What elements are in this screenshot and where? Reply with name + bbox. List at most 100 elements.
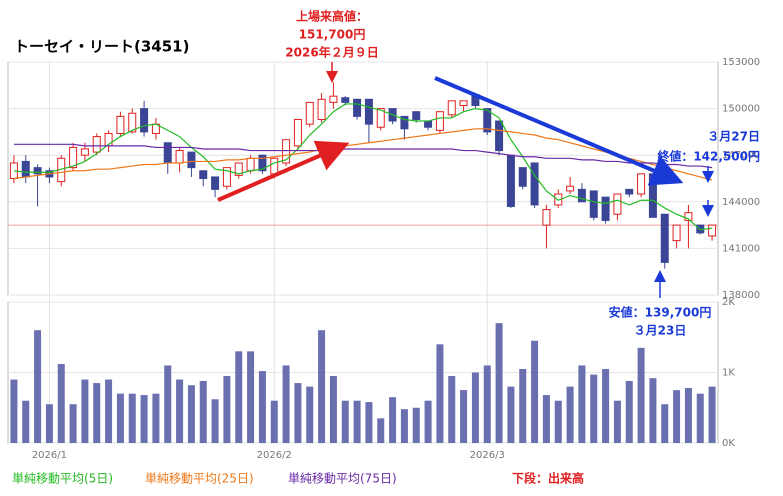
volume-bar bbox=[661, 404, 669, 443]
candle-body bbox=[317, 98, 326, 120]
candle-body bbox=[175, 150, 184, 164]
candle-body bbox=[92, 136, 101, 153]
volume-bar bbox=[128, 393, 136, 443]
candle-body bbox=[69, 146, 78, 169]
volume-bar bbox=[187, 385, 195, 443]
volume-bar bbox=[649, 378, 657, 443]
candle-body bbox=[483, 108, 492, 133]
candle-body bbox=[234, 162, 243, 176]
candle-body bbox=[80, 148, 89, 156]
candle-body bbox=[222, 167, 231, 187]
volume-bar bbox=[436, 344, 444, 443]
volume-bar bbox=[590, 374, 598, 443]
volume-bar bbox=[93, 383, 101, 443]
y-tick-label: 144000 bbox=[722, 197, 760, 208]
candle-body bbox=[625, 188, 634, 195]
volume-bar bbox=[81, 379, 89, 443]
y-tick-label: 138000 bbox=[722, 290, 760, 301]
annotation: 終値：142,500円 bbox=[657, 149, 760, 164]
candle-body bbox=[435, 111, 444, 131]
volume-bar bbox=[578, 365, 586, 443]
volume-bar bbox=[176, 379, 184, 443]
volume-bar bbox=[507, 386, 515, 443]
candle-body bbox=[447, 100, 456, 116]
annotation: 151,700円 bbox=[299, 28, 366, 42]
y-tick-label: 141000 bbox=[722, 243, 760, 254]
candle-body bbox=[33, 167, 42, 175]
volume-bar bbox=[258, 371, 266, 443]
annotation: ３月23日 bbox=[634, 324, 687, 338]
volume-bar bbox=[341, 400, 349, 443]
volume-bar bbox=[531, 340, 539, 443]
volume-bar bbox=[69, 404, 77, 443]
chart-title: トーセイ・リート(3451) bbox=[14, 38, 189, 56]
trend-arrow-down bbox=[434, 76, 684, 186]
volume-label: 下段：出来高 bbox=[512, 471, 584, 486]
candle-body bbox=[459, 100, 468, 106]
candle-body bbox=[211, 176, 220, 190]
x-tick-label: 2026/3 bbox=[470, 450, 505, 461]
volume-bar bbox=[10, 379, 18, 443]
volume-bar bbox=[412, 407, 420, 443]
volume-bar bbox=[57, 364, 65, 443]
volume-bar bbox=[495, 323, 503, 443]
volume-bar bbox=[554, 400, 562, 443]
y-tick-label: 153000 bbox=[722, 57, 760, 68]
candle-body bbox=[506, 154, 515, 207]
volume-bar bbox=[22, 400, 30, 443]
candle-body bbox=[530, 162, 539, 206]
y-tick-label: 150000 bbox=[722, 104, 760, 115]
moving-average-line bbox=[13, 128, 713, 181]
candle-body bbox=[329, 95, 338, 103]
candle-body bbox=[424, 120, 433, 128]
volume-bar bbox=[45, 404, 53, 443]
volume-bar bbox=[223, 376, 231, 443]
candle-body bbox=[187, 151, 196, 169]
volume-bar bbox=[247, 351, 255, 443]
volume-bar bbox=[625, 380, 633, 443]
candle-body bbox=[495, 120, 504, 152]
volume-bar bbox=[519, 368, 527, 443]
volume-bar bbox=[329, 376, 337, 443]
volume-bar bbox=[448, 376, 456, 443]
volume-bar bbox=[353, 400, 361, 443]
volume-bar bbox=[164, 365, 172, 443]
annotation: ３月27日 bbox=[707, 130, 760, 144]
candle-body bbox=[163, 142, 172, 164]
candle-body bbox=[708, 224, 717, 237]
price-panel bbox=[7, 61, 719, 296]
volume-bar bbox=[460, 390, 468, 443]
volume-bar bbox=[211, 399, 219, 443]
candle-body bbox=[305, 101, 314, 125]
volume-bar bbox=[708, 386, 716, 443]
volume-bar bbox=[566, 386, 574, 443]
candle-body bbox=[258, 154, 267, 172]
candle-body bbox=[637, 173, 646, 195]
annotation: 安値：139,700円 bbox=[609, 305, 712, 320]
candle-body bbox=[589, 190, 598, 218]
y-tick-label: 147000 bbox=[722, 150, 760, 161]
volume-bar bbox=[105, 379, 113, 443]
trend-arrow-up bbox=[217, 140, 350, 202]
volume-bar bbox=[199, 380, 207, 443]
volume-bar bbox=[483, 365, 491, 443]
candle-body bbox=[660, 213, 669, 263]
candle-body bbox=[246, 157, 255, 172]
volume-bar bbox=[424, 400, 432, 443]
candle-body bbox=[648, 173, 657, 218]
y-tick-label: 0K bbox=[722, 438, 735, 449]
volume-bar bbox=[235, 351, 243, 443]
volume-bar bbox=[696, 393, 704, 443]
volume-bar bbox=[116, 393, 124, 443]
candle-body bbox=[199, 170, 208, 180]
y-tick-label: 1K bbox=[722, 368, 735, 379]
candle-body bbox=[140, 108, 149, 133]
volume-bar bbox=[318, 330, 326, 443]
volume-bar bbox=[637, 347, 645, 443]
volume-bar bbox=[306, 386, 314, 443]
candle-body bbox=[518, 167, 527, 187]
candle-body bbox=[542, 209, 551, 226]
annotation: 2026年２月９日 bbox=[285, 45, 378, 60]
candle-body bbox=[353, 98, 362, 117]
